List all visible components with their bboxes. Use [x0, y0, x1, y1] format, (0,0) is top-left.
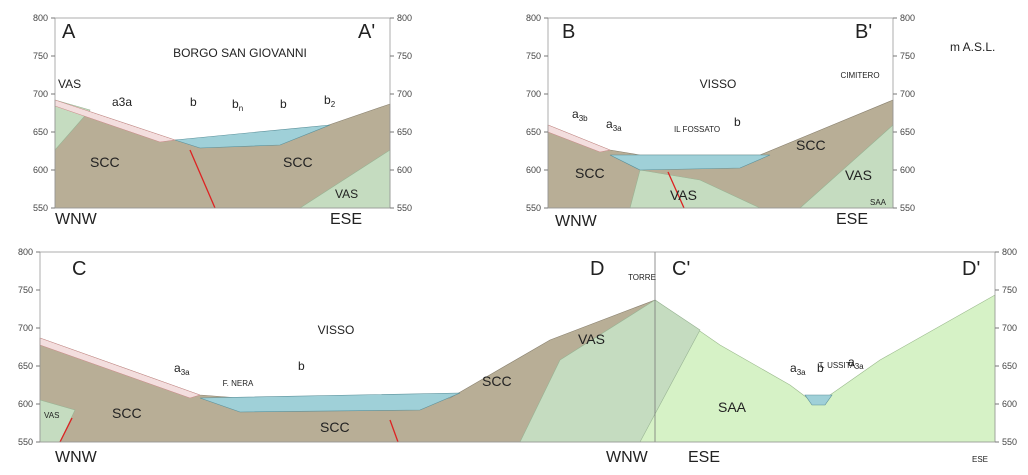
- section-b: B B' VISSO CIMITERO a3b a3a IL FOSSATO b…: [547, 17, 894, 230]
- section-label: A': [358, 21, 375, 43]
- tick-label: 800: [397, 13, 412, 23]
- unit-label: a3a: [848, 355, 864, 371]
- tick-label: 750: [526, 51, 541, 61]
- section-c: C D TORRE C' D' VISSO F. NERA T. USSITA …: [39, 251, 996, 466]
- tick-label: 550: [526, 203, 541, 213]
- tick-label: 600: [1002, 399, 1017, 409]
- unit: m A.S.L.: [950, 40, 995, 54]
- tick-label: 650: [1002, 361, 1017, 371]
- tick-label: 650: [900, 127, 915, 137]
- tick-label: 550: [900, 203, 915, 213]
- tick-label: 550: [1002, 437, 1017, 447]
- tick-label: 650: [18, 361, 33, 371]
- tick-label: 600: [526, 165, 541, 175]
- tick-label: 550: [33, 203, 48, 213]
- unit-label: bn: [232, 97, 243, 113]
- unit-label: VAS: [845, 167, 872, 183]
- tick-label: 700: [526, 89, 541, 99]
- tick-label: 750: [33, 51, 48, 61]
- tick-label: 650: [397, 127, 412, 137]
- unit-label: b: [280, 97, 287, 111]
- tick-label: 800: [900, 13, 915, 23]
- unit-label: SCC: [796, 137, 826, 153]
- tick-label: 800: [33, 13, 48, 23]
- tick-label: 750: [397, 51, 412, 61]
- tick-label: 700: [18, 323, 33, 333]
- tick-label: 600: [18, 399, 33, 409]
- tick-label: 750: [1002, 285, 1017, 295]
- place-name: VISSO: [700, 77, 737, 91]
- unit-label: a3a: [112, 95, 132, 109]
- unit-label: a3a: [606, 117, 622, 133]
- unit-label: SCC: [482, 373, 512, 389]
- tick-label: 600: [900, 165, 915, 175]
- tick-label: 550: [397, 203, 412, 213]
- site-name: TORRE: [628, 273, 656, 282]
- site-name: CIMITERO: [840, 71, 879, 80]
- section-label: B: [562, 21, 575, 43]
- direction: ESE: [972, 455, 988, 464]
- section-label: B': [855, 21, 872, 43]
- unit-label: a3a: [790, 361, 806, 377]
- direction: WNW: [55, 211, 98, 228]
- direction: ESE: [330, 211, 362, 228]
- place-name: BORGO SAN GIOVANNI: [173, 46, 307, 60]
- unit-label: SCC: [112, 405, 142, 421]
- unit-label: VAS: [335, 187, 358, 201]
- section-a: A A' BORGO SAN GIOVANNI VAS a3a b bn b b…: [54, 17, 391, 228]
- site-name: IL FOSSATO: [674, 125, 720, 134]
- tick-label: 700: [397, 89, 412, 99]
- tick-label: 800: [1002, 247, 1017, 257]
- unit-label: SCC: [90, 154, 120, 170]
- section-label: C: [72, 258, 86, 280]
- unit-label: VAS: [44, 411, 59, 420]
- tick-label: 800: [18, 247, 33, 257]
- unit-label: SCC: [320, 419, 350, 435]
- unit-label: SAA: [718, 399, 747, 415]
- unit-label: b2: [324, 93, 336, 109]
- river-name: F. NERA: [223, 379, 254, 388]
- tick-label: 600: [397, 165, 412, 175]
- unit-label: SCC: [283, 154, 313, 170]
- unit-label: VAS: [578, 331, 605, 347]
- unit-label: a3a: [174, 361, 190, 377]
- tick-label: 600: [33, 165, 48, 175]
- tick-label: 750: [18, 285, 33, 295]
- place-name: VISSO: [318, 323, 355, 337]
- unit-label: a3b: [572, 107, 588, 123]
- direction: WNW: [606, 449, 649, 466]
- river-name: T. USSITA: [819, 361, 856, 370]
- section-label: D: [590, 258, 604, 280]
- tick-label: 700: [900, 89, 915, 99]
- unit-label: VAS: [58, 77, 81, 91]
- unit-label: SAA: [870, 198, 887, 207]
- tick-label: 650: [526, 127, 541, 137]
- unit-label: SCC: [575, 165, 605, 181]
- direction: ESE: [836, 211, 868, 228]
- unit-label: b: [817, 361, 824, 375]
- unit-label: VAS: [670, 187, 697, 203]
- tick-label: 550: [18, 437, 33, 447]
- section-label: D': [962, 258, 980, 280]
- unit-label: b: [298, 359, 305, 373]
- unit-label: b: [190, 95, 197, 109]
- tick-label: 800: [526, 13, 541, 23]
- unit-label: b: [734, 115, 741, 129]
- direction: WNW: [55, 449, 98, 466]
- section-label: A: [62, 21, 76, 43]
- tick-label: 700: [33, 89, 48, 99]
- elevation-axes: 800 800 750 750 700 700 650 650 600 600 550 550 800 8…: [18, 13, 1017, 447]
- direction: ESE: [688, 449, 720, 466]
- tick-label: 700: [1002, 323, 1017, 333]
- direction: WNW: [555, 213, 598, 230]
- tick-label: 650: [33, 127, 48, 137]
- section-label: C': [672, 258, 690, 280]
- tick-label: 750: [900, 51, 915, 61]
